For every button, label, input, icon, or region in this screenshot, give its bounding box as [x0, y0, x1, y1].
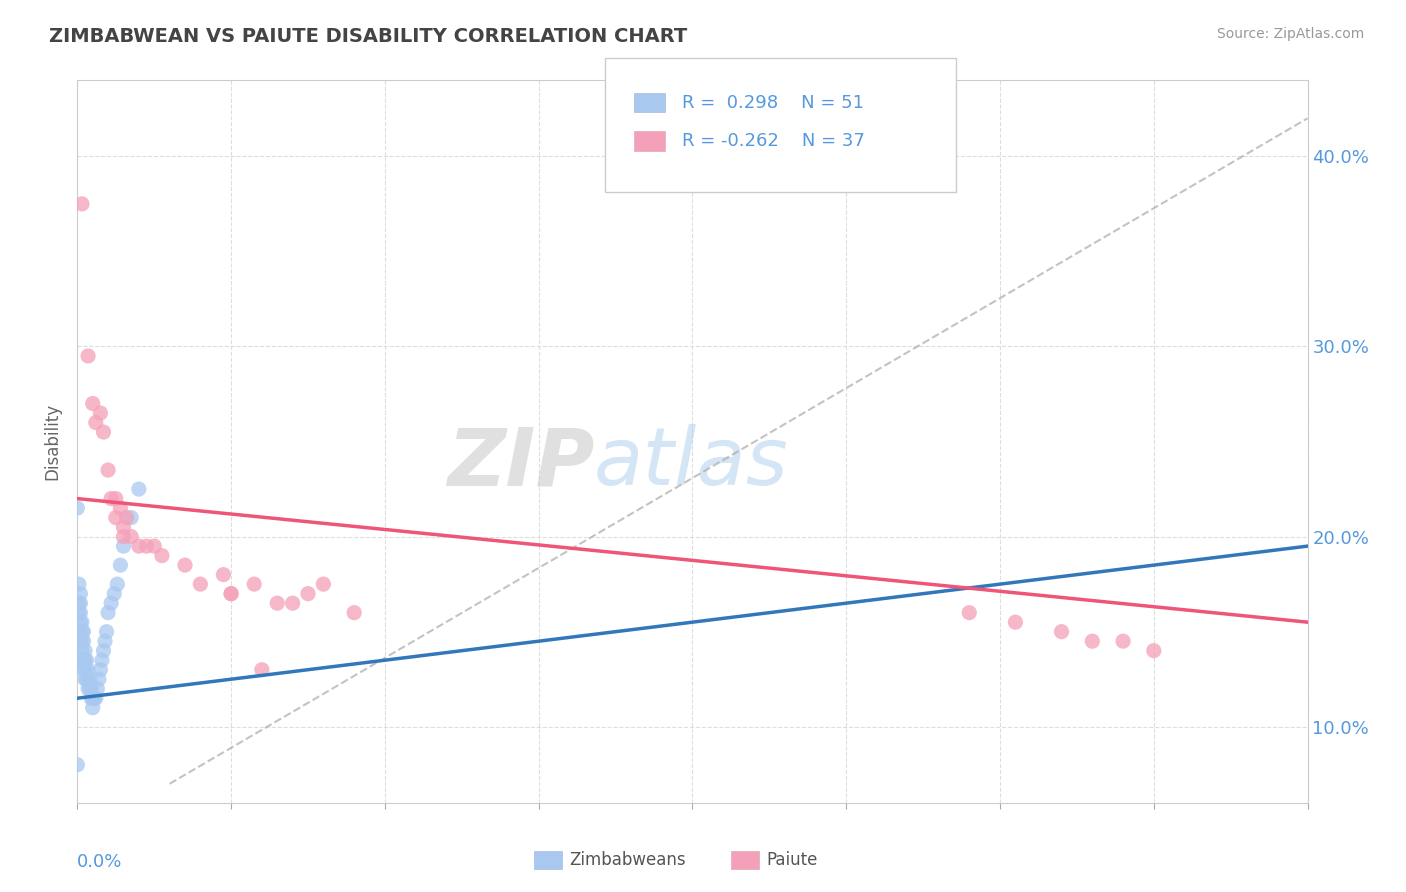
Point — [72, 634, 94, 648]
Point — [82, 700, 104, 714]
Text: ZIMBABWEAN VS PAIUTE DISABILITY CORRELATION CHART: ZIMBABWEAN VS PAIUTE DISABILITY CORRELAT… — [49, 27, 688, 45]
Point — [110, 558, 132, 573]
Point — [66, 757, 89, 772]
Point — [143, 539, 166, 553]
Point — [94, 634, 117, 648]
Point — [174, 558, 197, 573]
Point — [70, 624, 93, 639]
Point — [312, 577, 335, 591]
Point — [70, 643, 93, 657]
Point — [135, 539, 157, 553]
Point — [1112, 634, 1135, 648]
Point — [76, 672, 98, 686]
Point — [87, 672, 110, 686]
Point — [188, 577, 212, 591]
Point — [112, 520, 135, 534]
Text: Paiute: Paiute — [766, 851, 818, 869]
Point — [86, 681, 108, 696]
Point — [77, 349, 100, 363]
Point — [72, 663, 94, 677]
Point — [112, 539, 135, 553]
Point — [97, 606, 120, 620]
Point — [69, 634, 91, 648]
Point — [250, 663, 273, 677]
Point — [69, 596, 91, 610]
Point — [66, 501, 89, 516]
Point — [90, 653, 114, 667]
Y-axis label: Disability: Disability — [44, 403, 62, 480]
Point — [82, 691, 104, 706]
Point — [957, 606, 980, 620]
Point — [69, 606, 91, 620]
Point — [96, 624, 118, 639]
Point — [89, 406, 111, 420]
Text: atlas: atlas — [595, 425, 789, 502]
Point — [128, 482, 150, 496]
Point — [69, 587, 91, 601]
Point — [97, 463, 120, 477]
Point — [83, 691, 105, 706]
Point — [84, 416, 107, 430]
Point — [105, 577, 128, 591]
Point — [80, 691, 103, 706]
Point — [93, 643, 115, 657]
Point — [128, 539, 150, 553]
Point — [70, 634, 93, 648]
Point — [120, 530, 142, 544]
Point — [104, 491, 127, 506]
Point — [72, 653, 94, 667]
Text: Source: ZipAtlas.com: Source: ZipAtlas.com — [1216, 27, 1364, 41]
Text: Zimbabweans: Zimbabweans — [569, 851, 686, 869]
Point — [150, 549, 173, 563]
Point — [266, 596, 288, 610]
Point — [77, 663, 100, 677]
Point — [219, 587, 242, 601]
Point — [73, 643, 96, 657]
Point — [100, 596, 122, 610]
Point — [110, 501, 132, 516]
Point — [70, 653, 93, 667]
Point — [67, 596, 90, 610]
Point — [93, 425, 115, 439]
Point — [212, 567, 235, 582]
Text: 0.0%: 0.0% — [77, 854, 122, 871]
Point — [67, 606, 90, 620]
Point — [67, 624, 90, 639]
Point — [1050, 624, 1073, 639]
Point — [104, 510, 127, 524]
Point — [115, 510, 138, 524]
Text: ZIP: ZIP — [447, 425, 595, 502]
Point — [69, 615, 91, 630]
Point — [73, 672, 96, 686]
Point — [297, 587, 319, 601]
Text: R = -0.262    N = 37: R = -0.262 N = 37 — [682, 132, 865, 150]
Point — [76, 653, 98, 667]
Point — [80, 681, 103, 696]
Point — [84, 691, 107, 706]
Point — [70, 615, 93, 630]
Point — [281, 596, 304, 610]
Point — [112, 530, 135, 544]
Point — [103, 587, 125, 601]
Point — [72, 624, 94, 639]
Point — [67, 577, 90, 591]
Text: R =  0.298    N = 51: R = 0.298 N = 51 — [682, 94, 863, 112]
Point — [1004, 615, 1026, 630]
Point — [100, 491, 122, 506]
Point — [1143, 643, 1166, 657]
Point — [73, 663, 96, 677]
Point — [343, 606, 366, 620]
Point — [89, 663, 111, 677]
Point — [70, 197, 93, 211]
Point — [73, 653, 96, 667]
Point — [82, 396, 104, 410]
Point — [79, 672, 101, 686]
Point — [243, 577, 266, 591]
Point — [79, 681, 101, 696]
Point — [219, 587, 242, 601]
Point — [1081, 634, 1104, 648]
Point — [77, 681, 100, 696]
Point — [120, 510, 142, 524]
